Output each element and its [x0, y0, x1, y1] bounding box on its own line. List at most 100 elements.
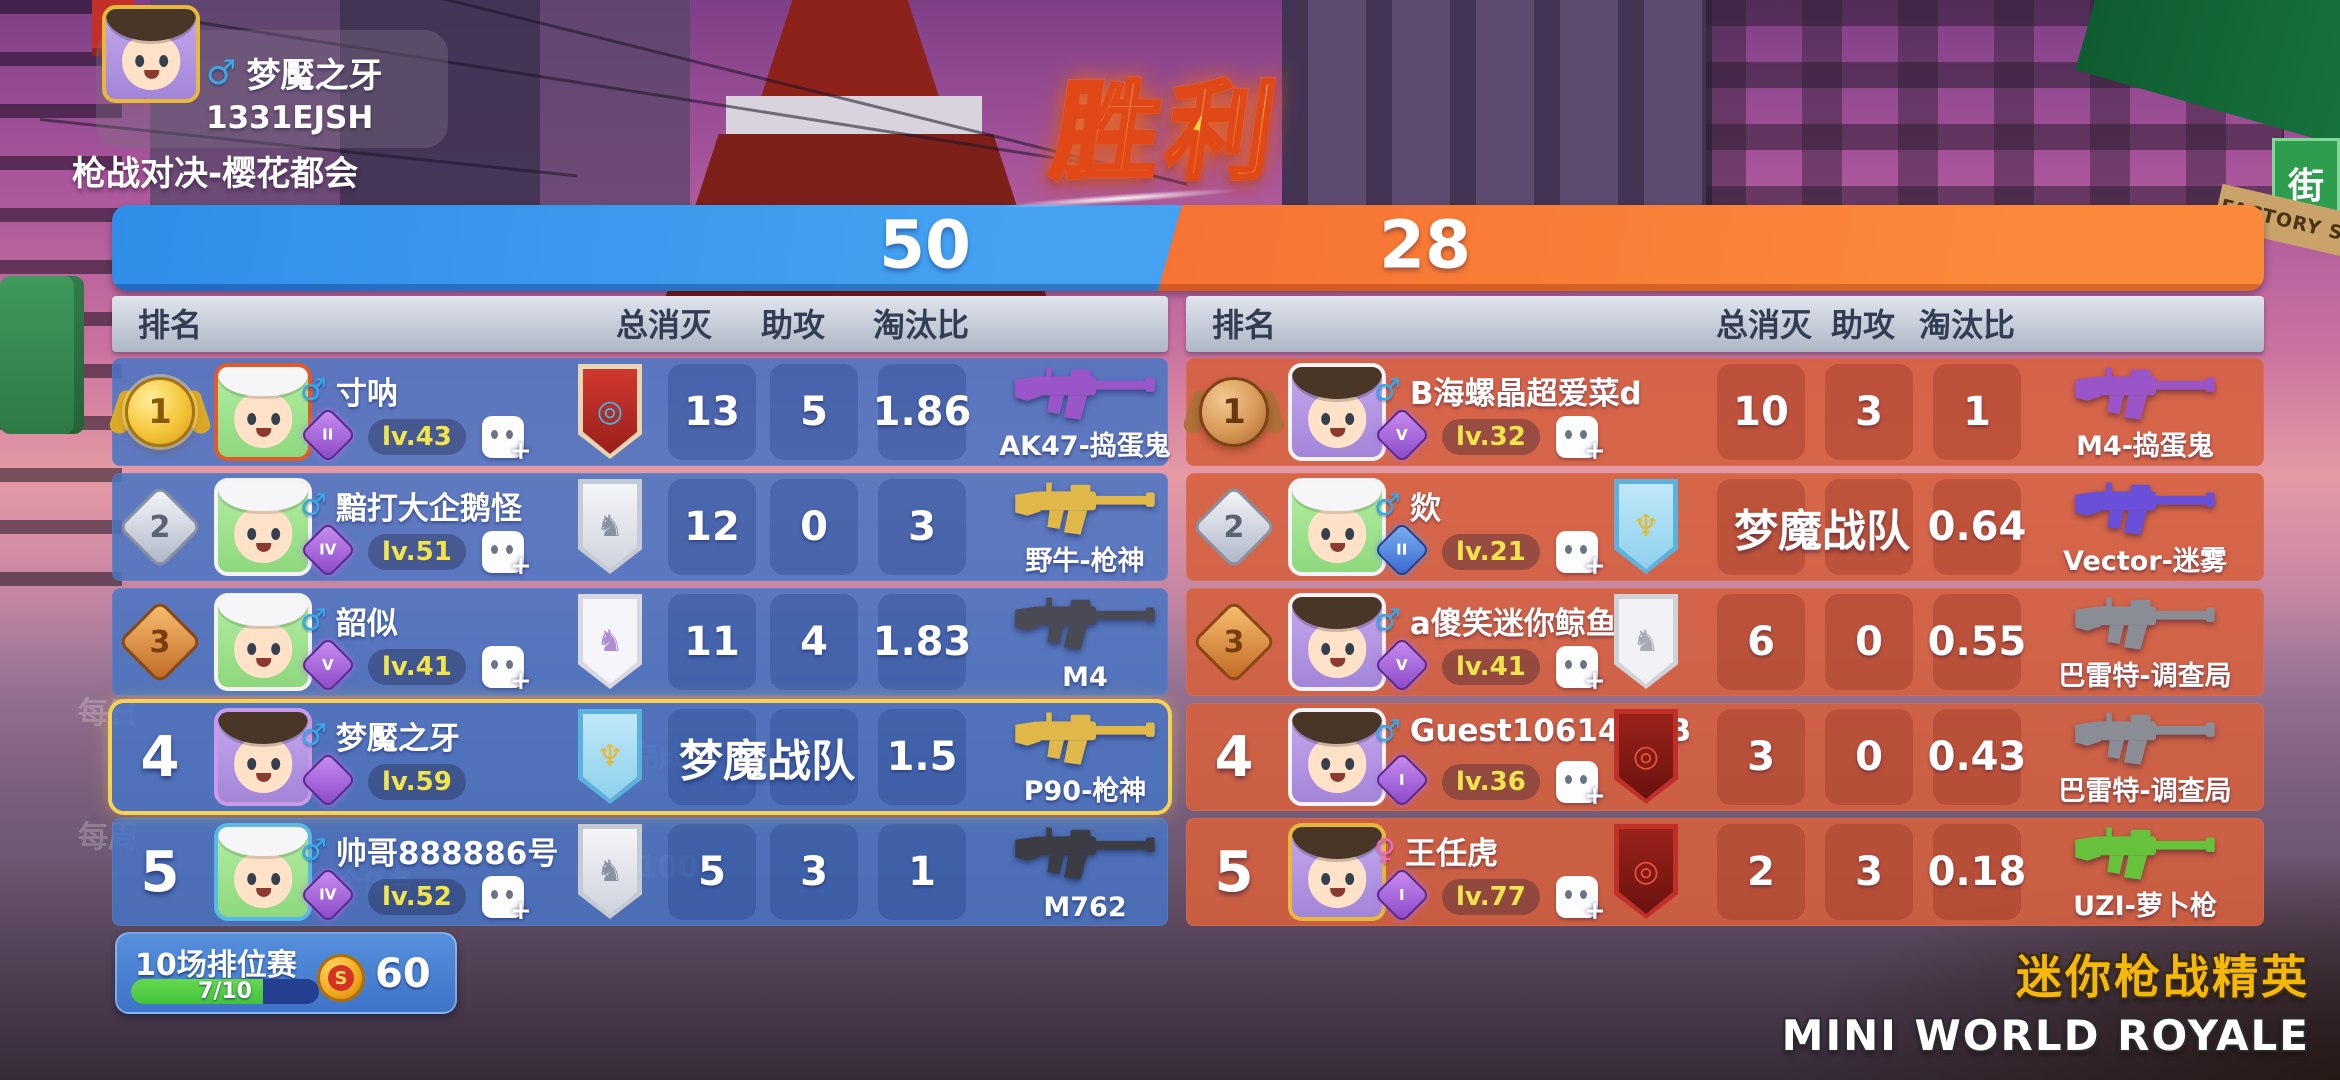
- female-icon: ♀: [1374, 833, 1396, 868]
- avatar[interactable]: [214, 823, 312, 921]
- avatar[interactable]: [1288, 478, 1386, 576]
- add-friend-icon[interactable]: [1555, 531, 1606, 581]
- clan-banner-icon: ♞: [1614, 594, 1678, 689]
- male-icon: ♂: [300, 833, 327, 868]
- level-badge: lv.59: [368, 764, 466, 800]
- ratio-value: 0.43: [1928, 709, 2026, 805]
- player-row-highlighted[interactable]: 4 ♂ 梦魘之牙 lv.59 ♆ 1.5 梦魔战队 P90-枪神: [112, 703, 1168, 811]
- rank-badge-bronze: 3: [1186, 588, 1282, 696]
- male-icon: ♂: [300, 718, 327, 753]
- male-icon: ♂: [300, 373, 327, 408]
- ranked-progress-panel[interactable]: 10场排位赛 7/10 S 60: [115, 932, 457, 1014]
- weapon-icon: [2061, 362, 2229, 424]
- tier-badge: I: [1373, 751, 1431, 809]
- rank-badge-silver: 2: [1186, 473, 1282, 581]
- player-row[interactable]: 1 ♂B海螺晶超爱菜d V lv.32 10 3 1 M4-捣蛋鬼: [1186, 358, 2264, 466]
- player-row[interactable]: 2 ♂欻 II lv.21 ♆ 0.64 梦魔战队 Vector-迷雾: [1186, 473, 2264, 581]
- male-icon: ♂: [300, 488, 327, 523]
- game-mode-label: 枪战对决-樱花都会: [72, 154, 359, 194]
- weapon: UZI-萝卜枪: [2025, 818, 2265, 926]
- weapon-label: AK47-捣蛋鬼: [999, 431, 1171, 462]
- avatar-face: [234, 507, 292, 563]
- avatar[interactable]: [1288, 708, 1386, 806]
- avatar[interactable]: [214, 708, 312, 806]
- player-avatar[interactable]: [102, 5, 200, 103]
- weapon-label: P90-枪神: [1023, 776, 1147, 807]
- weapon: M4-捣蛋鬼: [2025, 358, 2265, 466]
- player-row[interactable]: 1 ♂寸呐 II lv.43 ◎ 13 5 1.86 AK47-捣蛋鬼: [112, 358, 1171, 466]
- player-name: a傻笑迷你鲸鱼: [1409, 606, 1617, 642]
- avatar-hat: [218, 367, 308, 396]
- kills-value: 11: [668, 594, 756, 690]
- avatar[interactable]: [1288, 363, 1386, 461]
- weapon: AK47-捣蛋鬼: [965, 358, 1205, 466]
- assists-value: [770, 709, 858, 805]
- weapon: M762: [965, 818, 1205, 926]
- player-row[interactable]: 4 ♂Guest10614XVB I lv.36 ◎ 3 0 0.43 巴雷特-…: [1186, 703, 2264, 811]
- avatar[interactable]: [214, 363, 312, 461]
- add-friend-icon[interactable]: [481, 531, 532, 581]
- player-name: 黯打大企鹅怪: [335, 491, 522, 527]
- player-row[interactable]: 5 ♀王任虎 I lv.77 ◎ 2 3 0.18 UZI-萝卜枪: [1186, 818, 2264, 926]
- game-logo: 迷你枪战精英 MINI WORLD ROYALE: [1782, 941, 2310, 1060]
- kills-value: 2: [1717, 824, 1805, 920]
- building-silhouette: [1282, 0, 1712, 212]
- add-friend-icon[interactable]: [481, 646, 532, 696]
- assists-value: [1825, 479, 1913, 575]
- weapon-label: Vector-迷雾: [2063, 546, 2227, 577]
- avatar[interactable]: [1288, 823, 1386, 921]
- clan-banner-icon: ◎: [1614, 824, 1678, 919]
- add-friend-icon[interactable]: [1555, 646, 1606, 696]
- player-name: 欻: [1409, 491, 1441, 527]
- player-row[interactable]: 3 ♂韶似 V lv.41 ♞ 11 4 1.83 M4: [112, 588, 1168, 696]
- avatar[interactable]: [1288, 593, 1386, 691]
- player-name: B海螺晶超爱菜d: [1409, 376, 1642, 412]
- avatar[interactable]: [214, 593, 312, 691]
- header-kills: 总消灭: [615, 306, 713, 345]
- clan-banner-icon: ♞: [578, 479, 642, 574]
- ratio-value: 0.18: [1928, 824, 2026, 920]
- assists-value: 4: [770, 594, 858, 690]
- clan-banner-icon: ♆: [1614, 479, 1678, 574]
- add-friend-icon[interactable]: [1555, 761, 1606, 811]
- male-icon: ♂: [300, 603, 327, 638]
- player-name: 寸呐: [335, 376, 398, 412]
- avatar-face: [234, 737, 292, 793]
- add-friend-icon[interactable]: [481, 876, 532, 926]
- assists-value: 3: [1825, 824, 1913, 920]
- header-assists: 助攻: [1830, 306, 1896, 345]
- avatar-hat: [1292, 482, 1382, 511]
- tier-badge: V: [1373, 636, 1431, 694]
- blue-team-bar: [112, 205, 1182, 291]
- header-rank: 排名: [138, 306, 203, 345]
- ratio-value: 1: [878, 824, 966, 920]
- avatar-face: [234, 852, 292, 908]
- assists-value: 0: [1825, 709, 1913, 805]
- avatar-hat: [218, 712, 308, 745]
- avatar-face: [1308, 622, 1366, 678]
- add-friend-icon[interactable]: [1555, 416, 1606, 466]
- rank-badge-copper: 1: [1186, 358, 1282, 466]
- player-row[interactable]: 3 ♂a傻笑迷你鲸鱼 V lv.41 ♞ 6 0 0.55 巴雷特-调查局: [1186, 588, 2264, 696]
- progress-bar: 7/10: [131, 979, 319, 1004]
- level-badge: lv.77: [1442, 879, 1540, 915]
- clan-banner-icon: ◎: [578, 364, 642, 459]
- level-badge: lv.36: [1442, 764, 1540, 800]
- clan-banner-icon: ♞: [578, 824, 642, 919]
- ratio-value: 1.83: [873, 594, 971, 690]
- add-friend-icon[interactable]: [1555, 876, 1606, 926]
- add-friend-icon[interactable]: [481, 416, 532, 466]
- assists-value: 0: [770, 479, 858, 575]
- player-row[interactable]: 2 ♂黯打大企鹅怪 IV lv.51 ♞ 12 0 3 野牛-枪神: [112, 473, 1168, 581]
- avatar-face: [234, 392, 292, 448]
- weapon-icon: [2061, 822, 2229, 884]
- kills-value: 13: [668, 364, 756, 460]
- tier-badge: [299, 751, 357, 809]
- tier-badge: II: [299, 406, 357, 464]
- kills-value: [668, 709, 756, 805]
- player-row[interactable]: 5 ♂帅哥888886号 IV lv.52 ♞ 5 3 1 M762: [112, 818, 1168, 926]
- player-name: 王任虎: [1404, 836, 1498, 872]
- avatar[interactable]: [214, 478, 312, 576]
- victory-banner: 胜利: [1043, 68, 1292, 195]
